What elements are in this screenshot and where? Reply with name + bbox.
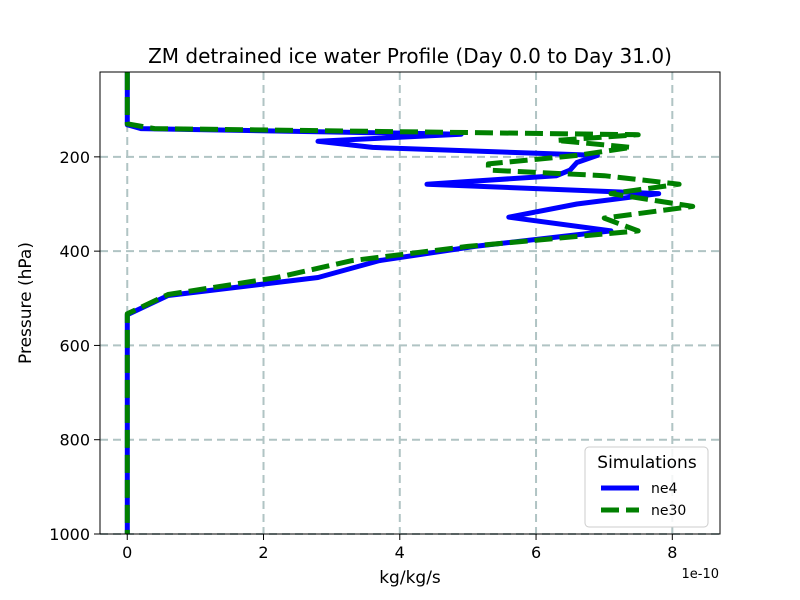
y-tick-label: 1000 [49,525,90,544]
series-group [124,72,696,534]
x-tick-label: 4 [395,543,405,562]
legend-title: Simulations [597,453,697,473]
y-axis: 200 400 600 800 1000 [49,148,100,544]
x-tick-label: 2 [258,543,268,562]
x-axis-label: kg/kg/s [379,568,441,588]
legend-label-ne30: ne30 [651,503,686,519]
y-tick-label: 400 [59,242,90,261]
legend: Simulations ne4 ne30 [584,446,709,528]
chart-title: ZM detrained ice water Profile (Day 0.0 … [148,44,672,68]
y-axis-label: Pressure (hPa) [16,242,36,364]
x-tick-label: 0 [122,543,132,562]
x-offset-label: 1e-10 [681,567,719,582]
y-tick-label: 200 [59,148,90,167]
series-line-ne30 [124,72,696,534]
legend-label-ne4: ne4 [651,481,677,497]
y-tick-label: 800 [59,431,90,450]
x-tick-label: 6 [531,543,541,562]
y-tick-label: 600 [59,336,90,355]
x-axis: 0 2 4 6 8 [122,534,677,562]
legend-box [584,446,709,528]
x-tick-label: 8 [667,543,677,562]
plot-frame [99,71,721,535]
